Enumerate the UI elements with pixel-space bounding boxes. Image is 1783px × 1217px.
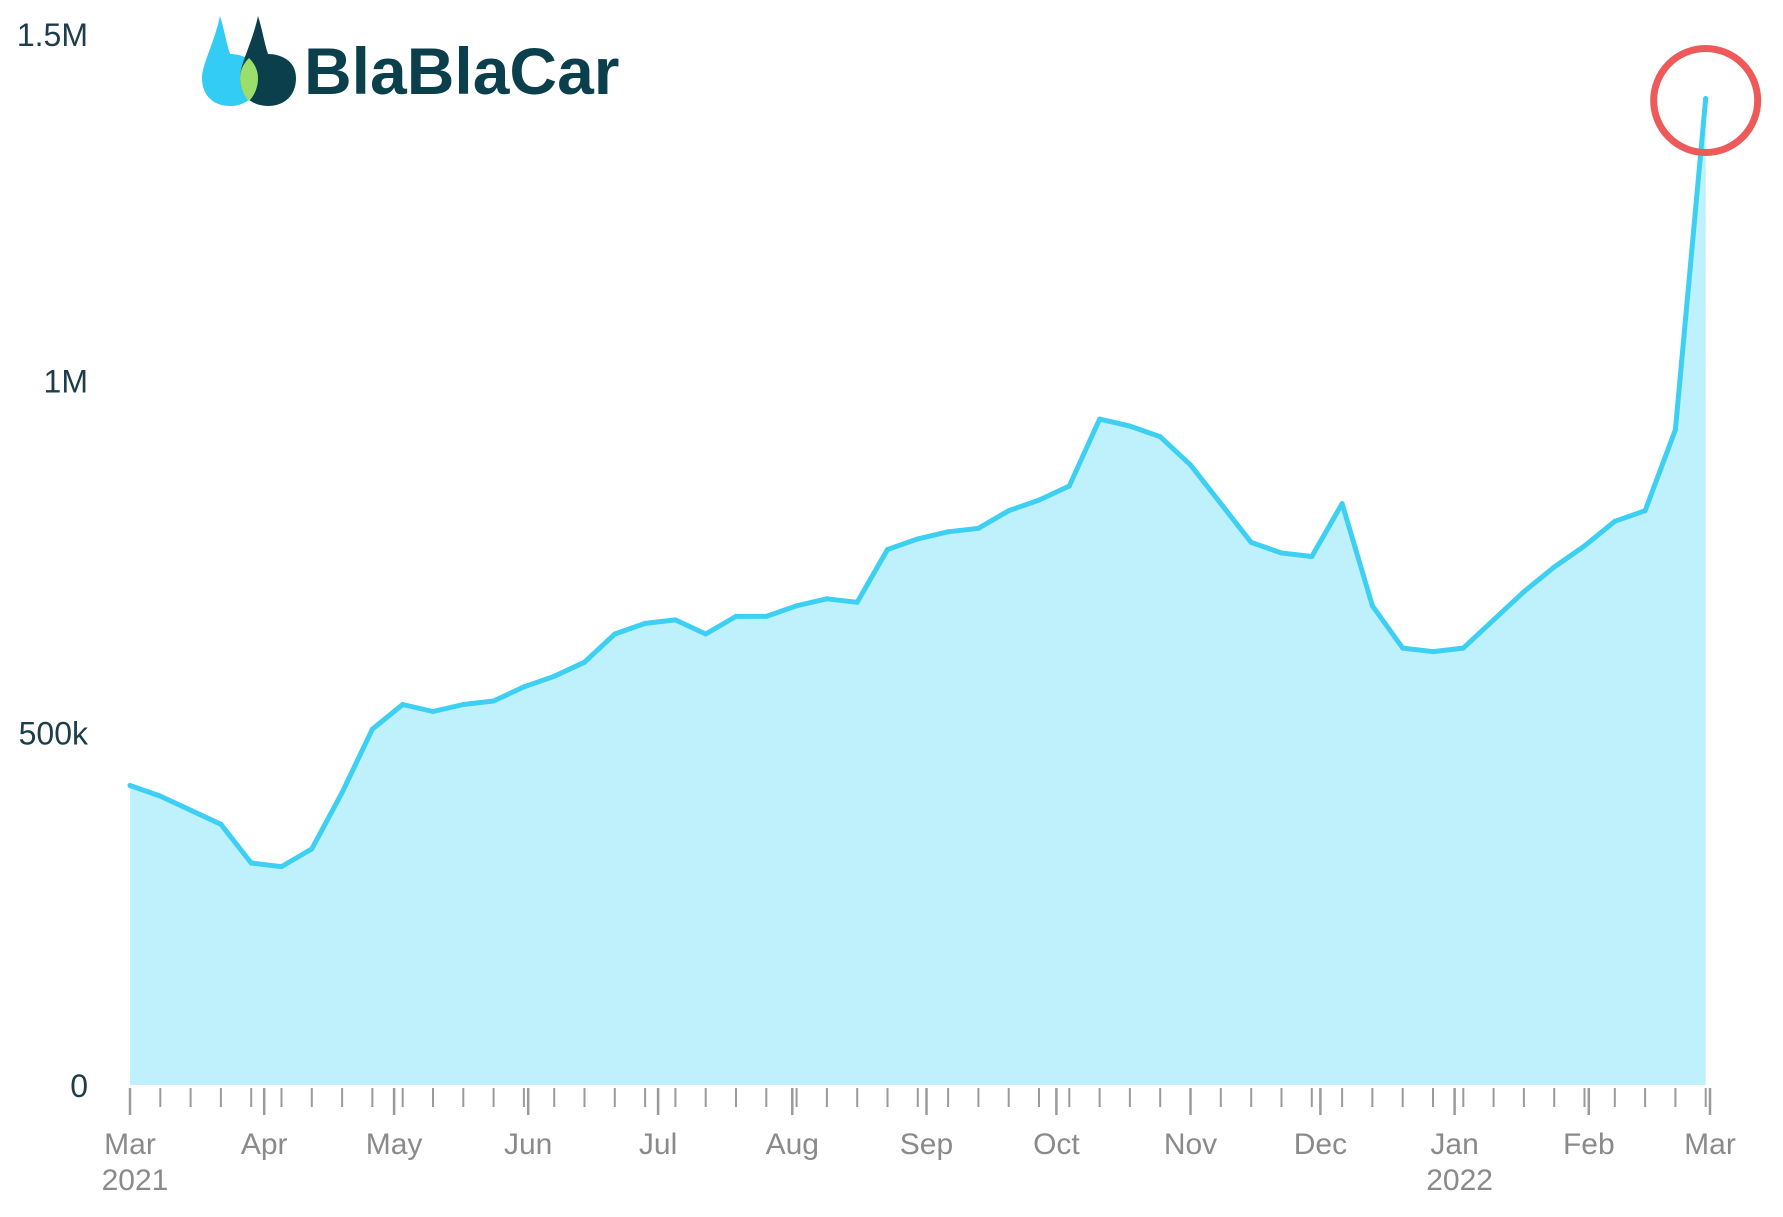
data-point [188,807,194,813]
data-point [218,821,224,827]
brand-name: BlaBlaCar [304,34,619,108]
data-point [824,596,830,602]
x-tick-year: 2021 [102,1164,169,1197]
data-point [1672,427,1678,433]
x-tick-label: Mar [1684,1128,1736,1161]
x-tick-label: Jun [504,1128,552,1161]
x-tick-label: May [366,1128,423,1161]
highlight-circle [1650,45,1762,156]
data-point [1339,501,1345,507]
data-point [854,599,860,605]
data-point [703,631,709,637]
data-point [1521,589,1527,595]
data-point [279,864,284,870]
data-point [733,613,739,619]
y-tick-label: 0 [70,1068,88,1104]
data-point [339,790,345,796]
data-point [612,631,618,637]
x-tick-label: Mar [104,1128,156,1161]
data-point [1279,550,1284,556]
data-point [1430,649,1436,655]
data-point [1642,508,1648,514]
data-point [551,673,557,679]
data-point [1491,617,1497,623]
data-point [1218,501,1224,507]
data-point [945,529,951,535]
data-point [885,547,890,552]
data-point [1612,518,1618,524]
data-point [1551,564,1557,570]
series-area [130,98,1706,1085]
data-point [1309,554,1315,559]
y-tick-label: 1.5M [17,17,88,53]
data-point [1157,434,1163,440]
data-point [460,702,466,707]
y-tick-label: 500k [19,716,89,752]
data-point [975,525,981,531]
brand-logo: BlaBlaCar [202,16,619,108]
data-point [672,617,678,623]
x-tick-label: Jul [639,1128,677,1161]
x-tick-label: Nov [1164,1128,1217,1161]
data-point [1703,96,1709,101]
data-point [491,698,497,704]
data-point [1400,645,1406,651]
data-point [1369,603,1375,609]
data-point [1188,462,1193,468]
y-axis: 0 500k 1M 1.5M [17,17,89,1104]
data-point [1036,497,1042,503]
x-tick-year: 2022 [1426,1164,1493,1197]
x-tick-label: Sep [900,1128,953,1161]
data-point [1248,539,1254,545]
data-point [763,613,769,619]
data-point [1127,423,1133,429]
data-point [521,684,527,690]
data-point [248,860,254,866]
series-points [127,96,1709,870]
x-tick-label: Feb [1563,1128,1615,1161]
x-tick-label: Apr [241,1128,288,1161]
x-tick-label: Dec [1294,1128,1347,1161]
x-tick-label: Oct [1033,1128,1080,1161]
blablacar-logo-icon [202,16,296,106]
data-point [400,702,406,707]
data-point [309,846,315,852]
data-point [430,709,436,714]
data-point [582,659,587,665]
data-point [915,536,921,542]
data-point [1066,483,1072,489]
data-point [642,620,648,626]
data-point [157,793,163,799]
data-point [369,726,375,732]
data-point [127,783,133,788]
data-point [1006,508,1012,514]
data-point [794,603,800,609]
x-tick-label: Jan [1430,1128,1478,1161]
x-tick-label: Aug [766,1128,819,1161]
y-tick-label: 1M [44,363,88,399]
data-point [1460,645,1466,651]
data-point [1097,416,1103,422]
data-point [1582,543,1587,549]
